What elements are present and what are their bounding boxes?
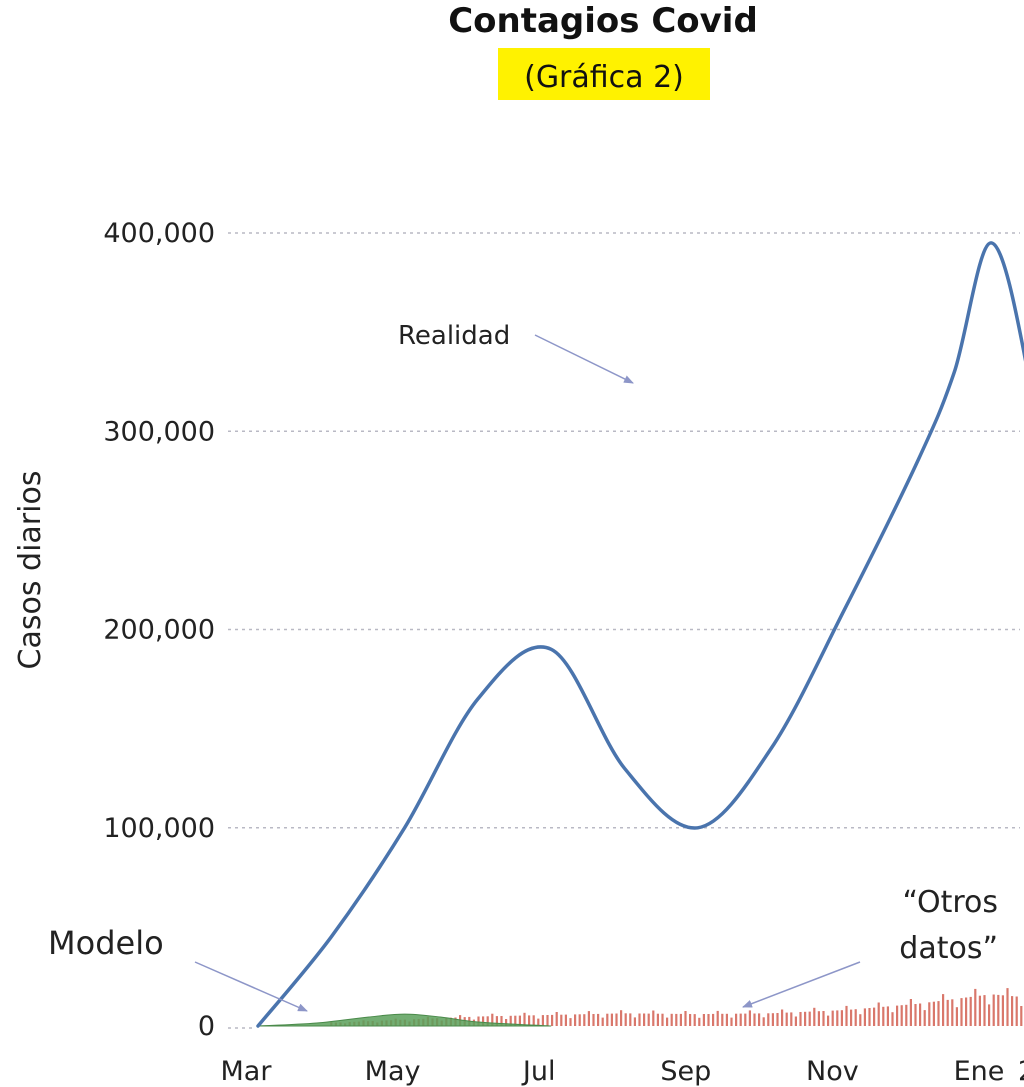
x-tick-label: Mar <box>221 1056 273 1087</box>
x-tick-label: 2021 <box>1018 1056 1024 1087</box>
y-tick-labels: 0 100,000 200,000 300,000 400,000 <box>103 218 215 1042</box>
grid-layer <box>228 232 1020 1029</box>
chart-title: Contagios Covid <box>448 1 758 41</box>
annotation-modelo: Modelo <box>48 924 164 962</box>
y-tick-label: 300,000 <box>103 416 215 447</box>
y-axis-label: Casos diarios <box>13 471 48 670</box>
annotation-realidad: Realidad <box>398 321 510 351</box>
series-modelo <box>257 1013 552 1027</box>
arrow-modelo <box>194 961 308 1012</box>
arrow-realidad <box>534 334 634 384</box>
chart-subtitle: (Gráfica 2) <box>524 60 684 95</box>
arrow-otros-datos <box>742 961 861 1008</box>
x-tick-label: Jul <box>521 1056 556 1087</box>
x-tick-label: Nov <box>806 1056 859 1087</box>
x-tick-label: May <box>365 1056 421 1087</box>
y-tick-label: 400,000 <box>103 218 215 249</box>
series-realidad <box>256 241 1024 1028</box>
y-tick-label: 200,000 <box>103 615 215 646</box>
annotation-otros-datos-line2: datos” <box>899 931 998 966</box>
x-tick-labels: MarMayJulSepNovEne2021MarMayJul <box>221 1056 1024 1087</box>
y-tick-label: 100,000 <box>103 813 215 844</box>
subtitle-highlight <box>498 48 710 100</box>
x-tick-label: Ene <box>954 1056 1005 1087</box>
y-tick-label: 0 <box>198 1011 215 1042</box>
x-tick-label: Sep <box>660 1056 711 1087</box>
annotation-otros-datos-line1: “Otros <box>902 885 998 920</box>
